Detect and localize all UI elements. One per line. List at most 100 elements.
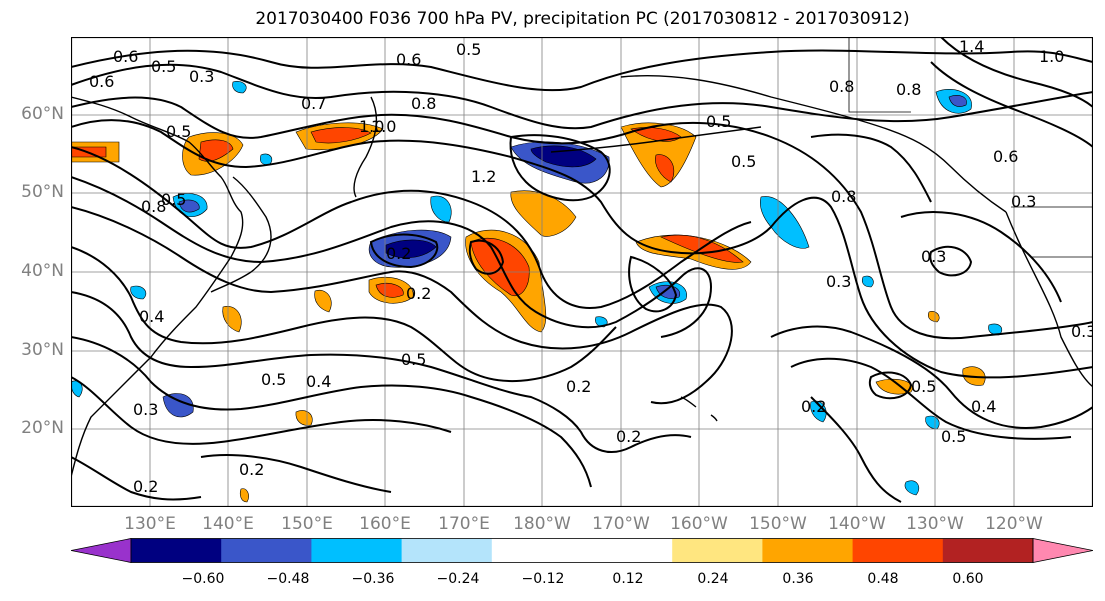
contour-label: 0.2	[406, 284, 431, 303]
contour-label: 1.4	[959, 37, 984, 56]
precipitation-shading-negative	[71, 81, 1003, 496]
contour-label: 0.5	[911, 377, 936, 396]
contour-line	[71, 456, 202, 501]
contour-line	[71, 119, 1093, 379]
colorbar-tick-label: 0.60	[952, 571, 984, 587]
colorbar-segment	[942, 538, 1034, 563]
contour-label: 0.5	[166, 122, 191, 141]
colorbar-tick-label: 0.12	[612, 571, 644, 587]
lat-label: 30°N	[21, 340, 64, 360]
shade-negative	[430, 195, 452, 223]
contour-label: 0.3	[921, 247, 946, 266]
shade-positive	[222, 306, 242, 333]
contour-line	[929, 245, 973, 277]
contour-line	[71, 49, 1093, 92]
contour-label: 0.4	[971, 397, 996, 416]
coastline-namerica	[1005, 211, 1093, 388]
lon-label: 140°W	[828, 514, 886, 534]
contour-line	[810, 133, 932, 203]
colorbar-tick-label: −0.24	[436, 571, 480, 587]
contour-label: 0.5	[731, 152, 756, 171]
lat-label: 20°N	[21, 418, 64, 438]
contour-label: 0.2	[801, 397, 826, 416]
colorbar-extension-low	[70, 538, 132, 563]
contour-label: 0.3	[189, 67, 214, 86]
contour-label: 0.3	[1071, 322, 1093, 341]
shade-negative	[595, 316, 608, 328]
shade-positive	[239, 488, 249, 503]
contour-line	[810, 396, 902, 503]
contour-line	[868, 371, 913, 400]
contour-line	[71, 206, 733, 405]
contour-label: 0.2	[386, 244, 411, 263]
lon-label: 170°E	[438, 514, 490, 534]
contour-label: 0.8	[831, 187, 856, 206]
colorbar-outline	[130, 538, 1034, 563]
contour-labels: 0.6 0.5 0.3 0.6 0.5 0.6 1.4 1.0 0.8 0.7 …	[89, 37, 1093, 496]
shade-positive	[655, 154, 675, 183]
shade-negative	[130, 285, 147, 300]
shade-negative	[530, 145, 597, 168]
contour-line	[468, 239, 505, 275]
contour-label: 0.5	[261, 370, 286, 389]
contour-label: 0.2	[133, 477, 158, 496]
contour-label: 0.6	[396, 50, 421, 69]
colorbar-segment	[852, 538, 944, 563]
colorbar-segment	[221, 538, 312, 563]
lon-label: 120°W	[985, 514, 1043, 534]
contour-label: 0.5	[456, 40, 481, 59]
lat-label: 60°N	[21, 104, 64, 124]
contour-label: 0.8	[829, 77, 854, 96]
contour-line	[509, 134, 611, 202]
colorbar-segment	[582, 538, 673, 563]
shade-positive	[875, 378, 913, 395]
contour-line	[71, 376, 452, 445]
contour-label: 0.3	[133, 400, 158, 419]
shade-negative	[232, 81, 247, 94]
contour-label: 1.0	[1039, 47, 1064, 66]
colorbar-tick-label: −0.60	[181, 571, 225, 587]
contour-line	[71, 336, 592, 488]
contour-label: 0.5	[151, 57, 176, 76]
lon-label: 130°W	[906, 514, 964, 534]
shade-positive	[375, 283, 404, 298]
colorbar-tick-label: −0.12	[521, 571, 565, 587]
shade-positive	[198, 139, 234, 162]
map-title: 2017030400 F036 700 hPa PV, precipitatio…	[255, 9, 910, 29]
contour-line	[71, 146, 752, 309]
colorbar-tick-label: 0.48	[867, 571, 899, 587]
colorbar-segment	[131, 538, 222, 563]
contour-label: 0.2	[616, 427, 641, 446]
shade-negative	[948, 95, 967, 107]
shade-negative	[162, 393, 194, 418]
contour-line	[790, 357, 1072, 440]
contour-label: 0.6	[89, 72, 114, 91]
colorbar-tick-label: 0.36	[782, 571, 814, 587]
lat-label: 40°N	[21, 261, 64, 281]
contour-label: 0.2	[566, 377, 591, 396]
shade-positive	[310, 127, 372, 144]
contour-label: 0.3	[826, 272, 851, 291]
contour-line	[71, 96, 1093, 340]
coastline-kamchatka	[353, 96, 378, 198]
colorbar-tick-label: −0.48	[266, 571, 310, 587]
colorbar-segment	[762, 538, 854, 563]
map-panel: 0.6 0.5 0.3 0.6 0.5 0.6 1.4 1.0 0.8 0.7 …	[71, 37, 1093, 507]
colorbar-segment	[491, 538, 583, 563]
lon-label: 160°E	[359, 514, 411, 534]
lon-label: 180°W	[513, 514, 571, 534]
shade-negative	[861, 275, 874, 288]
map-plot: 0.6 0.5 0.3 0.6 0.5 0.6 1.4 1.0 0.8 0.7 …	[71, 37, 1093, 507]
contour-label: 1.0	[371, 117, 396, 136]
contour-label: 0.8	[141, 197, 166, 216]
contour-label: 0.5	[706, 112, 731, 131]
contour-label: 1.2	[471, 167, 496, 186]
coastline-alaska	[620, 75, 1007, 213]
lon-label: 140°E	[202, 514, 254, 534]
coastline-asia	[71, 96, 244, 478]
contour-label: 1.0	[359, 117, 384, 136]
contour-line	[71, 63, 1093, 130]
shade-negative	[178, 199, 200, 213]
contour-label: 0.5	[401, 350, 426, 369]
contour-line	[200, 454, 392, 493]
